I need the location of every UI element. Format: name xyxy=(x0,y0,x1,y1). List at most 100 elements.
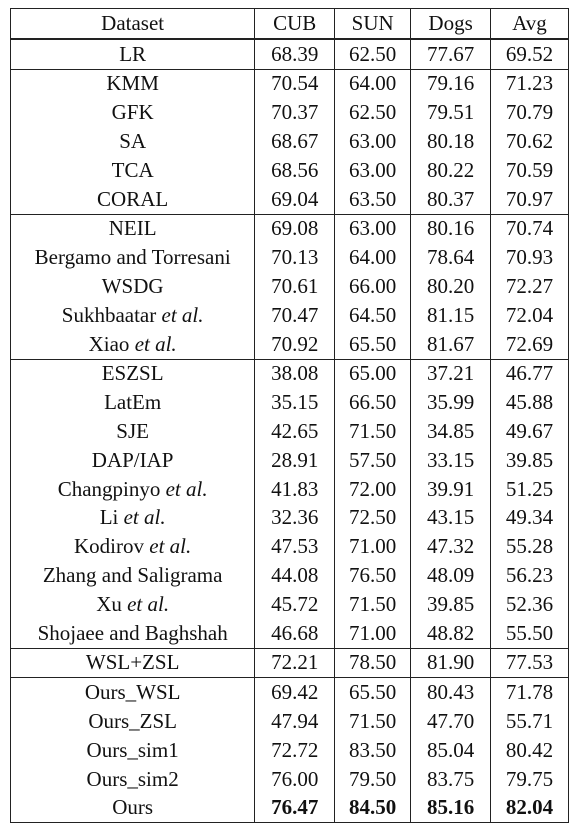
avg-value-cell: 39.85 xyxy=(490,445,569,475)
sun-value-cell: 79.50 xyxy=(334,764,412,794)
method-name-cell: Ours_WSL xyxy=(9,677,256,708)
cub-value-cell: 72.72 xyxy=(254,735,336,765)
avg-value-cell: 77.53 xyxy=(490,647,569,678)
avg-value-cell: 70.59 xyxy=(490,155,569,185)
dogs-value-cell: 35.99 xyxy=(410,388,492,418)
method-name-cell: SJE xyxy=(9,417,256,446)
cub-value-cell: 47.94 xyxy=(254,707,336,736)
method-name: CORAL xyxy=(97,186,169,211)
avg-value-cell: 51.25 xyxy=(490,474,569,504)
cub-value-cell: 69.42 xyxy=(254,677,336,708)
sun-value-cell: 64.00 xyxy=(334,68,412,99)
sun-value-cell: 84.50 xyxy=(334,793,412,824)
avg-value-cell: 70.79 xyxy=(490,98,569,128)
table-row: WSL+ZSL 72.21 78.50 81.90 77.53 xyxy=(9,647,569,678)
sun-value-cell: 63.00 xyxy=(334,127,412,156)
method-name-cell: Kodirov et al. xyxy=(9,532,256,562)
table-row: DAP/IAP 28.91 57.50 33.15 39.85 xyxy=(9,445,569,475)
method-name-cell: Xu et al. xyxy=(9,589,256,619)
dogs-value-cell: 80.20 xyxy=(410,272,492,301)
sun-value-cell: 76.50 xyxy=(334,561,412,590)
dogs-value-cell: 80.16 xyxy=(410,213,492,244)
method-name: SJE xyxy=(116,419,149,444)
method-name-cell: LatEm xyxy=(9,388,256,418)
avg-value-cell: 55.71 xyxy=(490,707,569,736)
method-name: Ours_sim2 xyxy=(86,766,179,791)
table-row: Sukhbaatar et al. 70.47 64.50 81.15 72.04 xyxy=(9,300,569,330)
cub-value-cell: 28.91 xyxy=(254,445,336,475)
avg-value-cell: 55.50 xyxy=(490,618,569,649)
table-row: Ours_sim2 76.00 79.50 83.75 79.75 xyxy=(9,764,569,794)
method-name-cell: Zhang and Saligrama xyxy=(9,561,256,590)
sun-value-cell: 64.00 xyxy=(334,243,412,273)
header-avg: Avg xyxy=(490,7,569,39)
method-name: KMM xyxy=(106,71,159,96)
avg-value-cell: 70.97 xyxy=(490,184,569,215)
method-name-cell: Xiao et al. xyxy=(9,329,256,360)
cub-value-cell: 44.08 xyxy=(254,561,336,590)
cub-value-cell: 70.47 xyxy=(254,300,336,330)
method-name-cell: DAP/IAP xyxy=(9,445,256,475)
header-dataset: Dataset xyxy=(9,7,256,39)
cub-value-cell: 70.92 xyxy=(254,329,336,360)
cub-value-cell: 70.61 xyxy=(254,272,336,301)
method-name-suffix: et al. xyxy=(161,302,204,327)
cub-value-cell: 76.00 xyxy=(254,764,336,794)
sun-value-cell: 62.50 xyxy=(334,37,412,70)
avg-value-cell: 56.23 xyxy=(490,561,569,590)
dogs-value-cell: 85.16 xyxy=(410,793,492,824)
sun-value-cell: 78.50 xyxy=(334,647,412,678)
method-name-suffix: et al. xyxy=(165,476,208,501)
avg-value-cell: 55.28 xyxy=(490,532,569,562)
method-name-cell: Sukhbaatar et al. xyxy=(9,300,256,330)
results-table: Dataset CUB SUN Dogs Avg LR 68.39 62.50 77.… xyxy=(9,7,569,824)
dogs-value-cell: 79.51 xyxy=(410,98,492,128)
method-name: Ours_WSL xyxy=(84,680,181,705)
cub-value-cell: 68.67 xyxy=(254,127,336,156)
method-name-cell: Ours xyxy=(9,793,256,824)
dogs-value-cell: 78.64 xyxy=(410,243,492,273)
header-cub: CUB xyxy=(254,7,336,39)
method-name: SA xyxy=(119,129,147,154)
cub-value-cell: 68.56 xyxy=(254,155,336,185)
method-name-cell: ESZSL xyxy=(9,358,256,389)
table-row: Ours_sim1 72.72 83.50 85.04 80.42 xyxy=(9,735,569,765)
cub-value-cell: 35.15 xyxy=(254,388,336,418)
table-row: Xiao et al. 70.92 65.50 81.67 72.69 xyxy=(9,329,569,360)
method-name: NEIL xyxy=(108,216,157,241)
cub-value-cell: 45.72 xyxy=(254,589,336,619)
avg-value-cell: 72.69 xyxy=(490,329,569,360)
cub-value-cell: 46.68 xyxy=(254,618,336,649)
method-name-cell: TCA xyxy=(9,155,256,185)
avg-value-cell: 71.78 xyxy=(490,677,569,708)
sun-value-cell: 65.00 xyxy=(334,358,412,389)
method-name: GFK xyxy=(111,100,154,125)
dogs-value-cell: 47.70 xyxy=(410,707,492,736)
table-row: ESZSL 38.08 65.00 37.21 46.77 xyxy=(9,358,569,389)
sun-value-cell: 71.00 xyxy=(334,618,412,649)
method-name: Xu xyxy=(96,591,128,616)
avg-value-cell: 52.36 xyxy=(490,589,569,619)
table-row: SJE 42.65 71.50 34.85 49.67 xyxy=(9,417,569,446)
method-name: Xiao xyxy=(88,331,135,356)
dogs-value-cell: 85.04 xyxy=(410,735,492,765)
table-row: Bergamo and Torresani 70.13 64.00 78.64 70.9… xyxy=(9,243,569,273)
table-row: Ours 76.47 84.50 85.16 82.04 xyxy=(9,793,569,824)
table-row: GFK 70.37 62.50 79.51 70.79 xyxy=(9,98,569,128)
dogs-value-cell: 80.37 xyxy=(410,184,492,215)
dogs-value-cell: 79.16 xyxy=(410,68,492,99)
method-name: Bergamo and Torresani xyxy=(34,245,231,270)
method-name-suffix: et al. xyxy=(123,505,166,530)
dogs-value-cell: 81.90 xyxy=(410,647,492,678)
cub-value-cell: 47.53 xyxy=(254,532,336,562)
sun-value-cell: 63.50 xyxy=(334,184,412,215)
sun-value-cell: 65.50 xyxy=(334,329,412,360)
method-name-cell: Bergamo and Torresani xyxy=(9,243,256,273)
sun-value-cell: 66.50 xyxy=(334,388,412,418)
method-name-cell: CORAL xyxy=(9,184,256,215)
sun-value-cell: 71.50 xyxy=(334,417,412,446)
method-name-cell: WSL+ZSL xyxy=(9,647,256,678)
method-name: ESZSL xyxy=(101,361,164,386)
avg-value-cell: 69.52 xyxy=(490,37,569,70)
dogs-value-cell: 77.67 xyxy=(410,37,492,70)
